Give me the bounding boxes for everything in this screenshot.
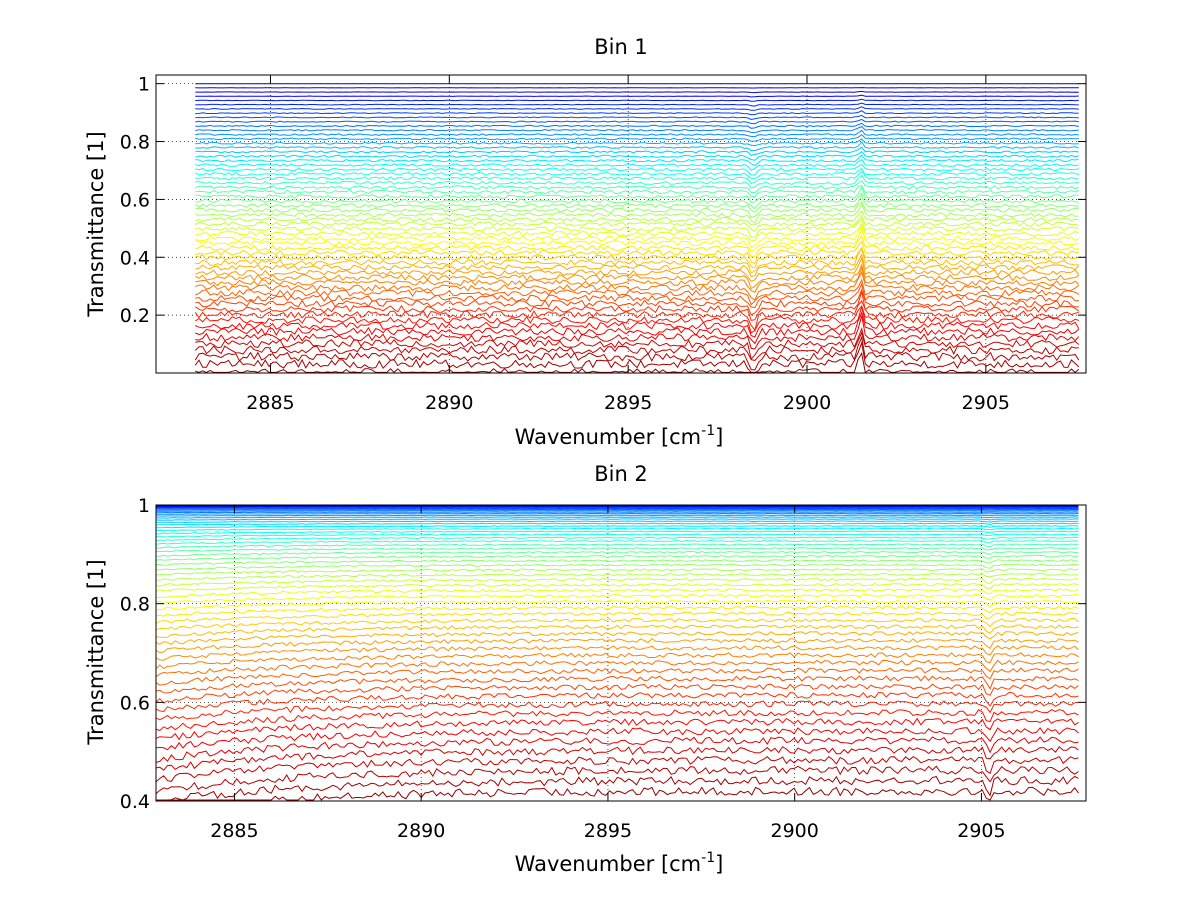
y-tick-label: 0.6 xyxy=(120,189,150,211)
x-axis-label-end: ] xyxy=(715,852,723,876)
x-tick-label: 2905 xyxy=(957,820,1005,842)
y-tick-label: 0.8 xyxy=(120,594,150,616)
x-axis-label-end: ] xyxy=(715,425,723,449)
y-tick-label: 0.4 xyxy=(120,791,150,813)
y-tick-label: 0.6 xyxy=(120,692,150,714)
x-axis-label-sup: -1 xyxy=(701,423,715,439)
y-tick-label: 0.4 xyxy=(120,247,150,269)
y-axis-label: Transmittance [1] xyxy=(84,559,108,745)
y-tick-label: 1 xyxy=(138,74,150,96)
x-tick-label: 2890 xyxy=(397,820,445,842)
plot-area xyxy=(156,505,1086,801)
x-tick-label: 2890 xyxy=(425,392,473,414)
x-tick-label: 2900 xyxy=(783,392,831,414)
series-line xyxy=(156,511,1079,512)
x-tick-label: 2885 xyxy=(210,820,258,842)
x-tick-label: 2900 xyxy=(770,820,818,842)
chart-title: Bin 1 xyxy=(594,35,648,59)
y-axis-label: Transmittance [1] xyxy=(84,131,108,317)
x-axis-label-sup: -1 xyxy=(701,850,715,866)
x-axis-label-main: Wavenumber [cm xyxy=(515,425,701,449)
x-axis-label: Wavenumber [cm-1] xyxy=(515,423,724,449)
series-line xyxy=(156,510,1079,511)
x-axis-label: Wavenumber [cm-1] xyxy=(515,850,724,876)
x-tick-label: 2905 xyxy=(962,392,1010,414)
x-tick-label: 2895 xyxy=(584,820,632,842)
y-tick-label: 0.8 xyxy=(120,132,150,154)
y-tick-label: 0.2 xyxy=(120,305,150,327)
x-tick-label: 2885 xyxy=(246,392,294,414)
chart-title: Bin 2 xyxy=(594,462,648,486)
x-tick-label: 2895 xyxy=(604,392,652,414)
y-tick-label: 1 xyxy=(138,495,150,517)
x-axis-label-main: Wavenumber [cm xyxy=(515,852,701,876)
